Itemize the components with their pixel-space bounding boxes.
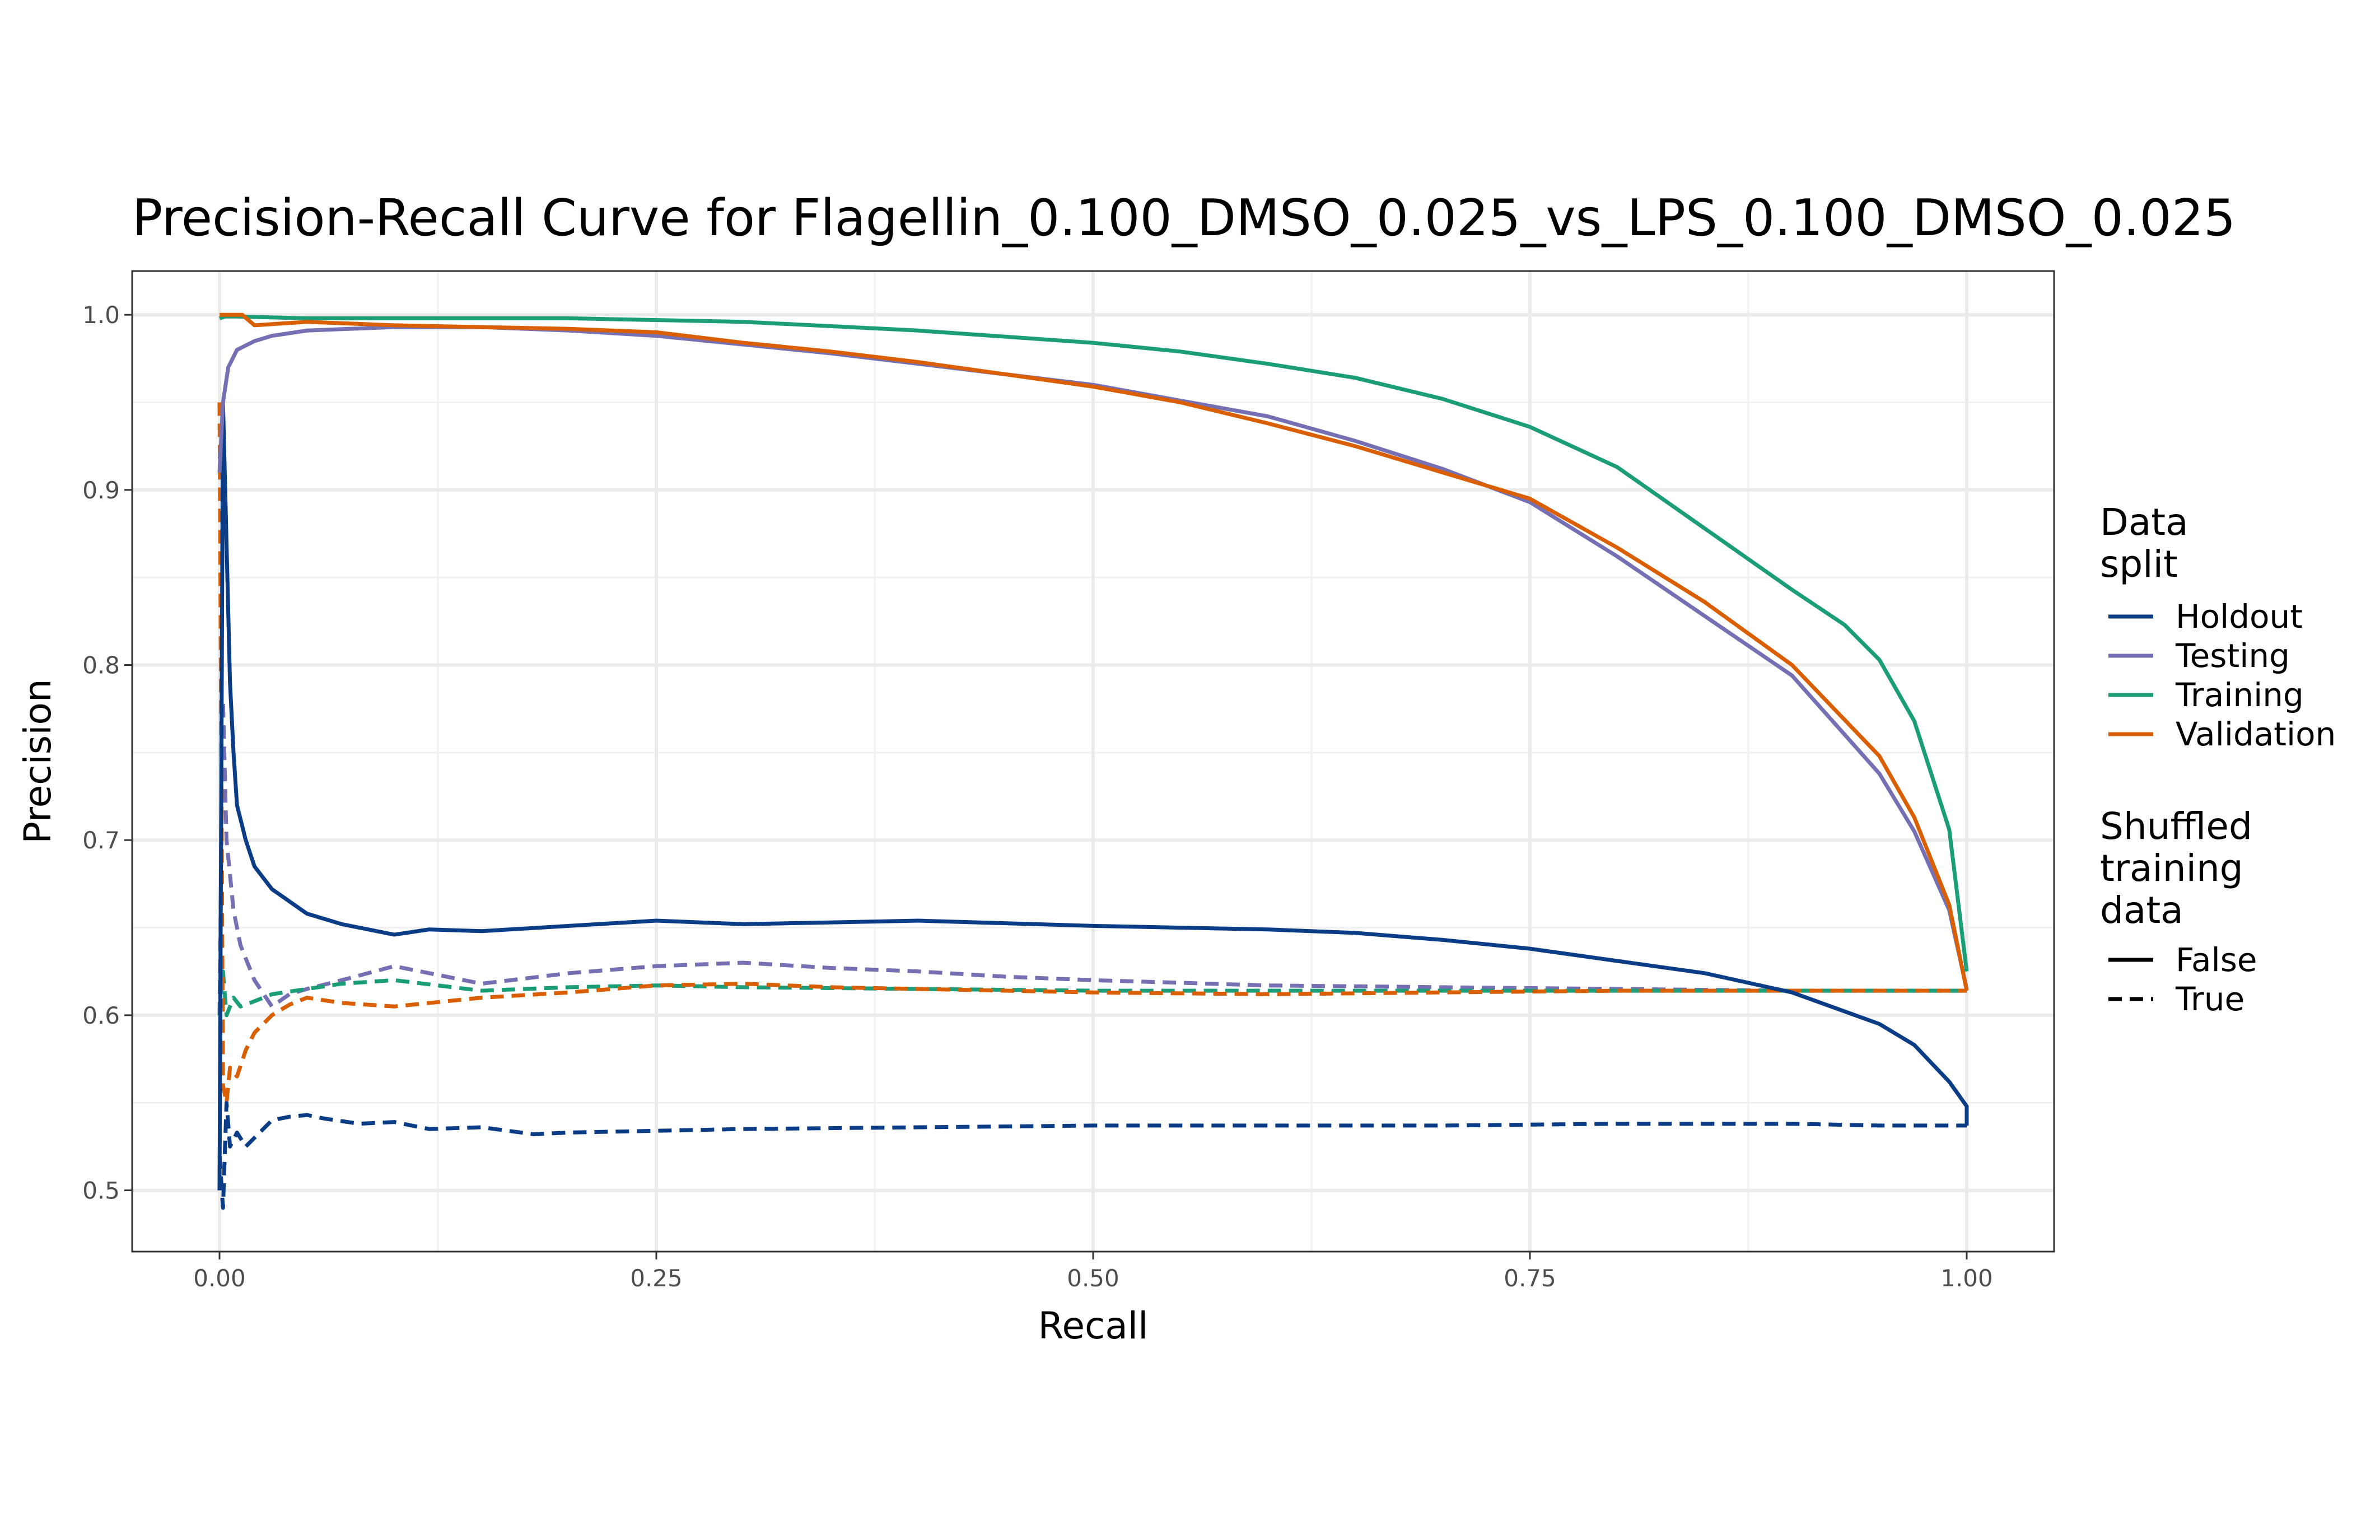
x-tick-label: 0.50 <box>1067 1264 1119 1292</box>
series-line-validation-false <box>220 312 1969 991</box>
y-tick-label: 1.0 <box>82 301 120 329</box>
x-axis-label: Recall <box>1038 1304 1149 1347</box>
x-tick-label: 0.75 <box>1504 1264 1556 1292</box>
series-line-holdout-false <box>217 400 1969 1191</box>
x-tick-label: 1.00 <box>1940 1264 1993 1292</box>
y-tick-label: 0.6 <box>82 1002 120 1029</box>
x-tick-label: 0.00 <box>193 1264 246 1292</box>
y-axis-label: Precision <box>16 679 59 844</box>
legend-label-false: False <box>2176 941 2257 979</box>
chart-title: Precision-Recall Curve for Flagellin_0.1… <box>132 189 2236 248</box>
series-line-training-false <box>218 314 1969 972</box>
series-line-training-true <box>217 969 1967 1018</box>
legend-label-true: True <box>2175 980 2244 1018</box>
series-lines <box>217 312 1969 1210</box>
axis-ticks: 0.00 0.25 0.50 0.75 1.00 0.5 0.6 0.7 0.8 0.9 1.0 <box>82 301 1993 1292</box>
y-tick-label: 0.5 <box>82 1177 120 1205</box>
legend-color-title: Data <box>2100 501 2188 544</box>
legend-label-training: Training <box>2175 676 2304 714</box>
legend-linetype-title: Shuffled <box>2100 805 2252 848</box>
legend-label-validation: Validation <box>2176 715 2336 753</box>
legend-label-testing: Testing <box>2175 637 2290 675</box>
legend-linetype-title: training <box>2100 847 2243 890</box>
y-tick-label: 0.7 <box>82 827 120 854</box>
y-tick-label: 0.8 <box>82 652 120 679</box>
legend-color-title: split <box>2100 543 2178 586</box>
legend-linetype-title: data <box>2100 889 2183 932</box>
series-line-holdout-true <box>217 1100 1967 1210</box>
series-line-validation-true <box>217 402 1967 1105</box>
legend-label-holdout: Holdout <box>2176 598 2303 636</box>
y-tick-label: 0.9 <box>82 477 120 504</box>
x-tick-label: 0.25 <box>630 1264 683 1292</box>
series-line-testing-true <box>217 698 1967 1015</box>
